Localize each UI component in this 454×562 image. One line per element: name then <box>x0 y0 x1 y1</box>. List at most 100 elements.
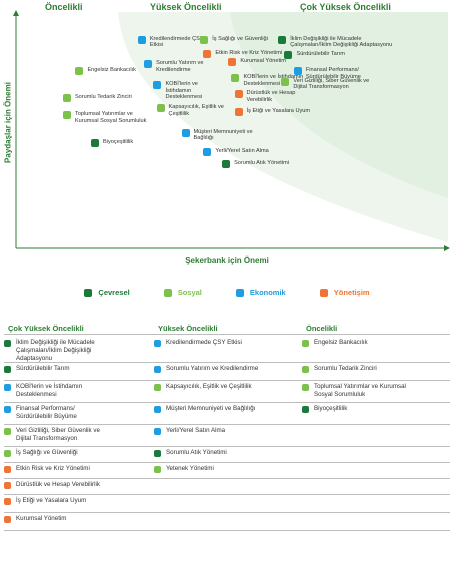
table-cell: Yetenek Yönetimi <box>154 465 214 473</box>
point-label: İklim Değişikliği ile Mücadele Çalışmala… <box>290 35 393 49</box>
category-marker <box>154 406 161 413</box>
legend-swatch <box>84 288 93 297</box>
data-point: Sürdürülebilir Tarım <box>284 51 345 60</box>
data-point: Engelsiz Bankacılık <box>75 67 136 76</box>
category-marker <box>4 450 11 457</box>
category-marker <box>4 516 11 523</box>
data-point: Finansal Performans/ Sürdürülebilir Büyü… <box>293 67 361 80</box>
data-point: Kurumsal Yönetim <box>228 58 286 67</box>
category-marker <box>4 366 11 373</box>
row-divider <box>4 380 450 381</box>
point-marker <box>91 139 100 148</box>
point-marker <box>203 49 212 58</box>
data-point: Kredilendirmede ÇSY Etkisi <box>137 35 204 49</box>
category-marker <box>154 384 161 391</box>
point-marker <box>231 74 240 83</box>
point-marker <box>234 90 243 99</box>
point-marker <box>284 51 293 60</box>
point-label: Etkin Risk ve Kriz Yönetimi <box>215 49 283 56</box>
zone-label-yuksek: Yüksek Öncelikli <box>150 2 222 12</box>
row-divider <box>4 402 450 403</box>
category-marker <box>154 366 161 373</box>
category-marker <box>154 340 161 347</box>
x-axis-arrow <box>444 245 450 251</box>
cell-text: Veri Gizliliği, Siber Güvenlik ve Dijita… <box>16 427 100 442</box>
data-point: Yerli/Yerel Satın Alma <box>203 148 269 157</box>
table-header-oncelikli: Öncelikli <box>306 324 338 333</box>
category-marker <box>302 406 309 413</box>
cell-text: İklim Değişikliği ile Mücadele Çalışmala… <box>16 339 95 362</box>
category-marker <box>4 466 11 473</box>
table-cell: Sürdürülebilir Tarım <box>4 365 70 373</box>
point-label: Sorumlu Atık Yönetimi <box>234 160 290 167</box>
point-label: İş Etiği ve Yasalara Uyum <box>246 107 311 114</box>
data-point: KOBİ'lerin ve İstihdamın Desteklenmesi <box>231 74 303 87</box>
legend-label: Yönetişim <box>333 288 370 297</box>
cell-text: Dürüstlük ve Hesap Verebilirlik <box>16 481 100 488</box>
point-label: Veri Gizliliği, Siber Güvenlik ve Dijita… <box>293 77 370 91</box>
data-point: Müşteri Memnuniyeti ve Bağlılığı <box>181 128 253 142</box>
cell-text: Etkin Risk ve Kriz Yönetimi <box>16 465 90 472</box>
matrix-background <box>13 10 450 251</box>
data-point: Kapsayıcılık, Eşitlik ve Çeşitlilik <box>156 104 224 117</box>
point-label: Dürüstlük ve Hesap Verebilirlik <box>246 90 296 103</box>
table-cell: Veri Gizliliği, Siber Güvenlik ve Dijita… <box>4 427 100 443</box>
table-cell: İş Etiği ve Yasalara Uyum <box>4 497 86 505</box>
legend-label: Sosyal <box>177 288 202 297</box>
data-point: Veri Gizliliği, Siber Güvenlik ve Dijita… <box>281 77 370 91</box>
legend-item-ekonomik: Ekonomik <box>235 288 286 297</box>
point-marker <box>203 148 212 157</box>
data-point: Dürüstlük ve Hesap Verebilirlik <box>234 90 296 103</box>
table-cell: Sorumlu Tedarik Zinciri <box>302 365 377 373</box>
x-axis-label: Şekerbank için Önemi <box>185 256 269 265</box>
table-cell: Sorumlu Atık Yönetimi <box>154 449 227 457</box>
row-divider <box>4 462 450 463</box>
data-point: İş Sağlığı ve Güvenliği <box>200 35 268 44</box>
table-cell: İklim Değişikliği ile Mücadele Çalışmala… <box>4 339 95 363</box>
cell-text: Yetenek Yönetimi <box>166 465 214 472</box>
point-marker <box>281 77 290 86</box>
table-cell: Kapsayıcılık, Eşitlik ve Çeşitlilik <box>154 383 252 391</box>
point-marker <box>278 35 287 44</box>
cell-text: Kapsayıcılık, Eşitlik ve Çeşitlilik <box>166 383 252 390</box>
point-label: Kapsayıcılık, Eşitlik ve Çeşitlilik <box>168 104 224 117</box>
category-marker <box>4 406 11 413</box>
cell-text: İş Sağlığı ve Güvenliği <box>16 449 78 456</box>
point-marker <box>62 93 71 102</box>
y-axis-arrow <box>13 10 19 16</box>
row-divider <box>4 334 450 335</box>
point-label: Müşteri Memnuniyeti ve Bağlılığı <box>193 128 253 142</box>
table-header-yuksek: Yüksek Öncelikli <box>158 324 218 333</box>
category-marker <box>4 482 11 489</box>
table-cell: Yerli/Yerel Satın Alma <box>154 427 225 435</box>
row-divider <box>4 478 450 479</box>
point-label: Kurumsal Yönetim <box>240 58 286 65</box>
point-marker <box>156 104 165 113</box>
table-cell: KOBİ'lerin ve İstihdamın Desteklenmesi <box>4 383 82 399</box>
table-cell: Sorumlu Yatırım ve Kredilendirme <box>154 365 258 373</box>
cell-text: Finansal Performans/ Sürdürülebilir Büyü… <box>16 405 77 420</box>
table-cell: Toplumsal Yatırımlar ve Kurumsal Sosyal … <box>302 383 406 399</box>
table-cell: Engelsiz Bankacılık <box>302 339 368 347</box>
data-point: Etkin Risk ve Kriz Yönetimi <box>203 49 283 58</box>
cell-text: Engelsiz Bankacılık <box>314 339 368 346</box>
point-marker <box>62 111 71 120</box>
category-marker <box>302 366 309 373</box>
table-cell: Finansal Performans/ Sürdürülebilir Büyü… <box>4 405 77 421</box>
point-label: Engelsiz Bankacılık <box>87 67 136 74</box>
point-label: KOBİ'lerin ve İstihdamın Desteklenmesi <box>243 74 304 87</box>
data-point: Sorumlu Atık Yönetimi <box>222 160 290 169</box>
cell-text: Sorumlu Tedarik Zinciri <box>314 365 377 372</box>
category-marker <box>4 340 11 347</box>
cell-text: KOBİ'lerin ve İstihdamın Desteklenmesi <box>16 383 83 398</box>
data-point: Toplumsal Yatırımlar ve Kurumsal Sosyal … <box>62 111 146 124</box>
point-marker <box>222 160 231 169</box>
row-divider <box>4 362 450 363</box>
legend: Çevresel Sosyal Ekonomik Yönetişim <box>0 288 454 297</box>
point-marker <box>181 128 190 137</box>
point-marker <box>293 67 302 76</box>
point-label: Sürdürülebilir Tarım <box>296 51 345 58</box>
category-marker <box>154 428 161 435</box>
point-label: Kredilendirmede ÇSY Etkisi <box>149 35 204 49</box>
point-label: Finansal Performans/ Sürdürülebilir Büyü… <box>305 67 361 80</box>
